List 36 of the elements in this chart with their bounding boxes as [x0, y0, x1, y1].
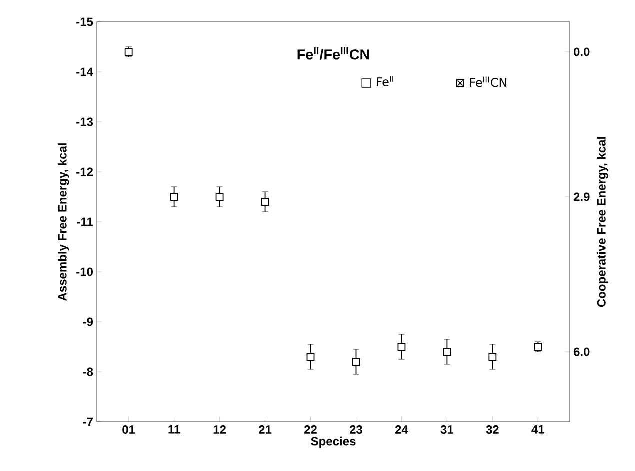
x-axis-title: Species	[311, 436, 356, 448]
y-tick-label: -11	[77, 218, 94, 226]
y-tick-label: -9	[83, 318, 94, 326]
y2-tick-label: 2.9	[574, 192, 590, 202]
text: Fe$^{II}$/Fe$^{III}$CN	[298, 48, 370, 60]
x-tick-label: 11	[168, 426, 180, 434]
x-tick-label: 32	[486, 426, 499, 434]
point	[216, 193, 224, 201]
y-tick-label: -8	[83, 368, 94, 376]
y-tick-label: -10	[76, 268, 93, 276]
y2-axis-title: Cooperative Free Energy, kcal	[597, 137, 608, 308]
x-tick-label: 31	[440, 426, 454, 434]
annotation: ⊠ Fe$^{III}$CN	[456, 76, 507, 88]
point	[261, 198, 270, 206]
y-axis-title: Assembly Free Energy, kcal	[58, 144, 70, 301]
y-tick-label: -7	[83, 418, 93, 426]
y-tick-label: -15	[76, 18, 94, 26]
point	[398, 343, 406, 351]
x-tick-label: 21	[259, 426, 272, 434]
point	[352, 358, 360, 366]
x-tick-label: 41	[532, 426, 544, 434]
x-tick-label: 24	[395, 426, 408, 434]
x-tick-label: 22	[304, 426, 317, 434]
y-tick-label: -13	[76, 118, 94, 126]
point	[170, 193, 178, 201]
point	[443, 348, 452, 356]
x-tick-label: 12	[214, 426, 226, 434]
point	[306, 353, 315, 361]
annotation: □ Fe$^{II}$	[362, 76, 394, 88]
x-tick-label: 23	[350, 426, 362, 434]
y2-tick-label: 6.0	[574, 348, 590, 356]
y-tick-label: -14	[76, 68, 94, 76]
y-tick-label: -12	[76, 168, 93, 176]
x-tick-label: 01	[122, 426, 136, 434]
y2-tick-label: 0.0	[574, 48, 590, 56]
point	[488, 353, 497, 361]
